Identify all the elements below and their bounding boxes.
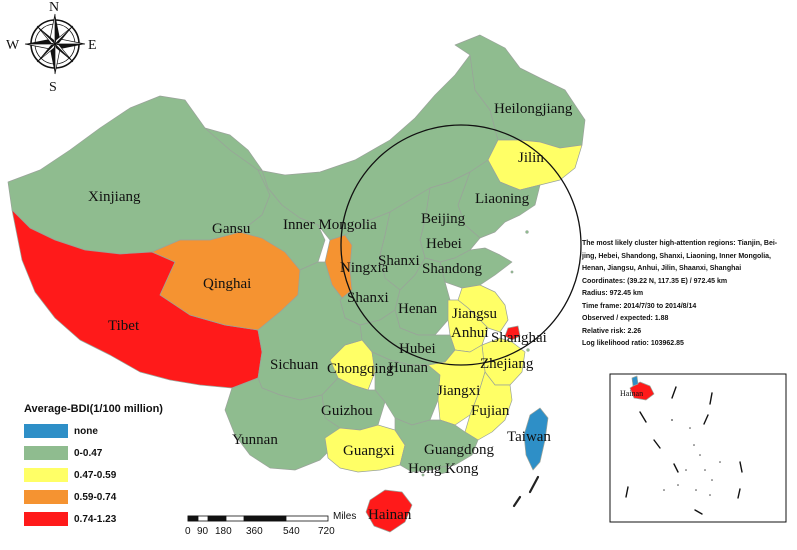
scale-bar — [187, 515, 329, 522]
label-jiangsu: Jiangsu — [452, 306, 497, 322]
legend-label: none — [74, 425, 98, 437]
legend-item: 0.74-1.23 — [24, 508, 163, 530]
inset-dashes — [625, 386, 743, 515]
cluster-info-timeframe: Time frame: 2014/7/30 to 2014/8/14 — [582, 302, 697, 310]
inset-taiwan — [631, 375, 639, 387]
label-sichuan: Sichuan — [270, 357, 319, 373]
legend-label: 0.59-0.74 — [74, 491, 117, 503]
label-shandong: Shandong — [422, 261, 482, 277]
label-hongkong: Hong Kong — [408, 461, 479, 477]
label-beijing: Beijing — [421, 211, 466, 227]
inset-label-hainan: Hainan — [620, 389, 644, 398]
scale-unit: Miles — [333, 511, 357, 522]
scale-tick: 90 — [197, 526, 209, 537]
compass-south: S — [49, 80, 57, 95]
scale-tick: 180 — [215, 526, 232, 537]
legend-label: 0-0.47 — [74, 447, 103, 459]
cluster-circle — [340, 124, 582, 366]
scale-tick: 720 — [318, 526, 335, 537]
label-guangdong: Guangdong — [424, 442, 494, 458]
label-fujian: Fujian — [471, 403, 510, 419]
compass-rose — [24, 13, 86, 75]
province-taiwan — [523, 407, 549, 471]
small-islands — [421, 230, 530, 477]
legend-label: 0.47-0.59 — [74, 469, 117, 481]
scale-tick: 360 — [246, 526, 263, 537]
legend: Average-BDI(1/100 million) none 0-0.47 0… — [24, 403, 163, 530]
legend-swatch — [24, 446, 68, 460]
scale-tick: 0 — [185, 526, 191, 537]
cluster-info: The most likely cluster high-attention r… — [582, 238, 788, 351]
label-zhejiang: Zhejiang — [480, 356, 534, 372]
label-shanxi: Shanxi — [378, 253, 420, 269]
cluster-info-observed: Observed / expected: 1.88 — [582, 315, 669, 322]
cluster-info-relative-risk: Relative risk: 2.26 — [582, 327, 642, 335]
inset-box — [609, 373, 787, 523]
province-shandong — [439, 247, 513, 289]
label-inner-mongolia: Inner Mongolia — [283, 217, 377, 233]
legend-item: none — [24, 420, 163, 442]
inset-islands — [663, 419, 721, 496]
legend-title: Average-BDI(1/100 million) — [24, 403, 163, 415]
scale-tick: 540 — [283, 526, 300, 537]
inset-hainan — [629, 381, 655, 401]
cluster-info-regions-3: Henan, Jiangsu, Anhui, Jilin, Shaanxi, S… — [582, 265, 742, 272]
legend-swatch — [24, 512, 68, 526]
label-hebei: Hebei — [426, 236, 462, 252]
label-guangxi: Guangxi — [343, 443, 395, 459]
legend-item: 0-0.47 — [24, 442, 163, 464]
province-hongkong — [437, 465, 449, 475]
label-shaanxi: Shanxi — [347, 290, 389, 306]
label-guizhou: Guizhou — [321, 403, 373, 419]
label-qinghai: Qinghai — [203, 276, 252, 292]
label-ningxia: Ningxia — [340, 260, 389, 276]
cluster-info-llr: Log likelihood ratio: 103962.85 — [582, 340, 684, 347]
label-shanghai: Shanghai — [491, 330, 547, 346]
label-anhui: Anhui — [451, 325, 489, 341]
label-yunnan: Yunnan — [232, 432, 278, 448]
label-xinjiang: Xinjiang — [88, 189, 141, 205]
legend-swatch — [24, 424, 68, 438]
province-shanghai — [504, 325, 521, 341]
legend-swatch — [24, 468, 68, 482]
label-hubei: Hubei — [399, 341, 436, 357]
label-henan: Henan — [398, 301, 438, 317]
label-hunan: Hunan — [388, 360, 428, 376]
label-chongqing: Chongqing — [327, 361, 394, 377]
label-heilongjiang: Heilongjiang — [494, 101, 573, 117]
province-guangdong — [394, 417, 479, 473]
compass-east: E — [88, 38, 97, 53]
label-gansu: Gansu — [212, 221, 251, 237]
cluster-info-coords: Coordinates: (39.22 N, 117.35 E) / 972.4… — [582, 277, 728, 285]
legend-label: 0.74-1.23 — [74, 513, 117, 525]
label-jiangxi: Jiangxi — [437, 383, 481, 399]
compass-west: W — [6, 38, 20, 53]
label-taiwan: Taiwan — [507, 429, 551, 445]
label-tibet: Tibet — [108, 318, 140, 334]
cluster-info-regions-2: jing, Hebei, Shandong, Shanxi, Liaoning,… — [582, 252, 772, 260]
legend-item: 0.47-0.59 — [24, 464, 163, 486]
cluster-info-radius: Radius: 972.45 km — [582, 290, 644, 297]
label-jilin: Jilin — [518, 150, 544, 166]
label-hainan: Hainan — [368, 507, 412, 523]
compass-north: N — [49, 0, 60, 15]
legend-swatch — [24, 490, 68, 504]
legend-item: 0.59-0.74 — [24, 486, 163, 508]
coastal-dashes — [512, 475, 540, 508]
province-hainan — [365, 489, 413, 533]
cluster-info-regions-1: The most likely cluster high-attention r… — [582, 240, 778, 247]
label-liaoning: Liaoning — [475, 191, 530, 207]
